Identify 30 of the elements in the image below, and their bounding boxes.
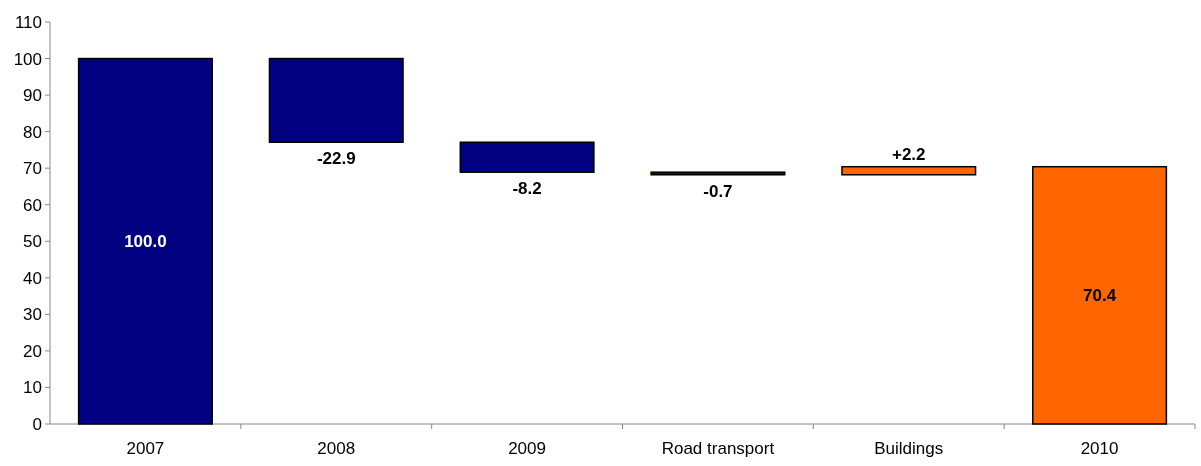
x-tick-label: 2010	[1080, 439, 1119, 458]
y-tick-label: 90	[23, 86, 42, 106]
bar	[650, 171, 786, 176]
y-tick-label: 70	[23, 159, 42, 179]
bar	[459, 141, 595, 173]
y-tick-label: 30	[23, 305, 42, 325]
data-label: -8.2	[512, 179, 542, 199]
data-label: +2.2	[891, 144, 926, 164]
data-label: -0.7	[703, 181, 733, 201]
data-label: 100.0	[124, 232, 167, 252]
y-tick-label: 0	[32, 415, 42, 434]
bar	[77, 57, 213, 425]
x-tick-label: Road transport	[661, 439, 775, 458]
x-tick-label: 2009	[508, 439, 546, 458]
y-tick-label: 20	[23, 341, 42, 361]
bar	[841, 165, 977, 176]
data-label: 70.4	[1083, 286, 1117, 306]
y-tick-label: 40	[23, 268, 42, 288]
y-tick-label: 60	[23, 195, 42, 215]
x-tick-label: 2007	[126, 439, 165, 458]
bar	[1032, 165, 1168, 425]
y-tick-label: 10	[23, 378, 42, 398]
y-tick-label: 110	[14, 13, 42, 32]
x-tick-label: 2008	[317, 439, 356, 458]
y-tick-label: 50	[23, 232, 42, 252]
bar	[268, 57, 404, 143]
data-label: -22.9	[316, 149, 356, 169]
x-tick-label: Buildings	[874, 439, 944, 458]
y-tick-label: 80	[23, 122, 42, 142]
y-tick-label: 100	[13, 49, 42, 69]
